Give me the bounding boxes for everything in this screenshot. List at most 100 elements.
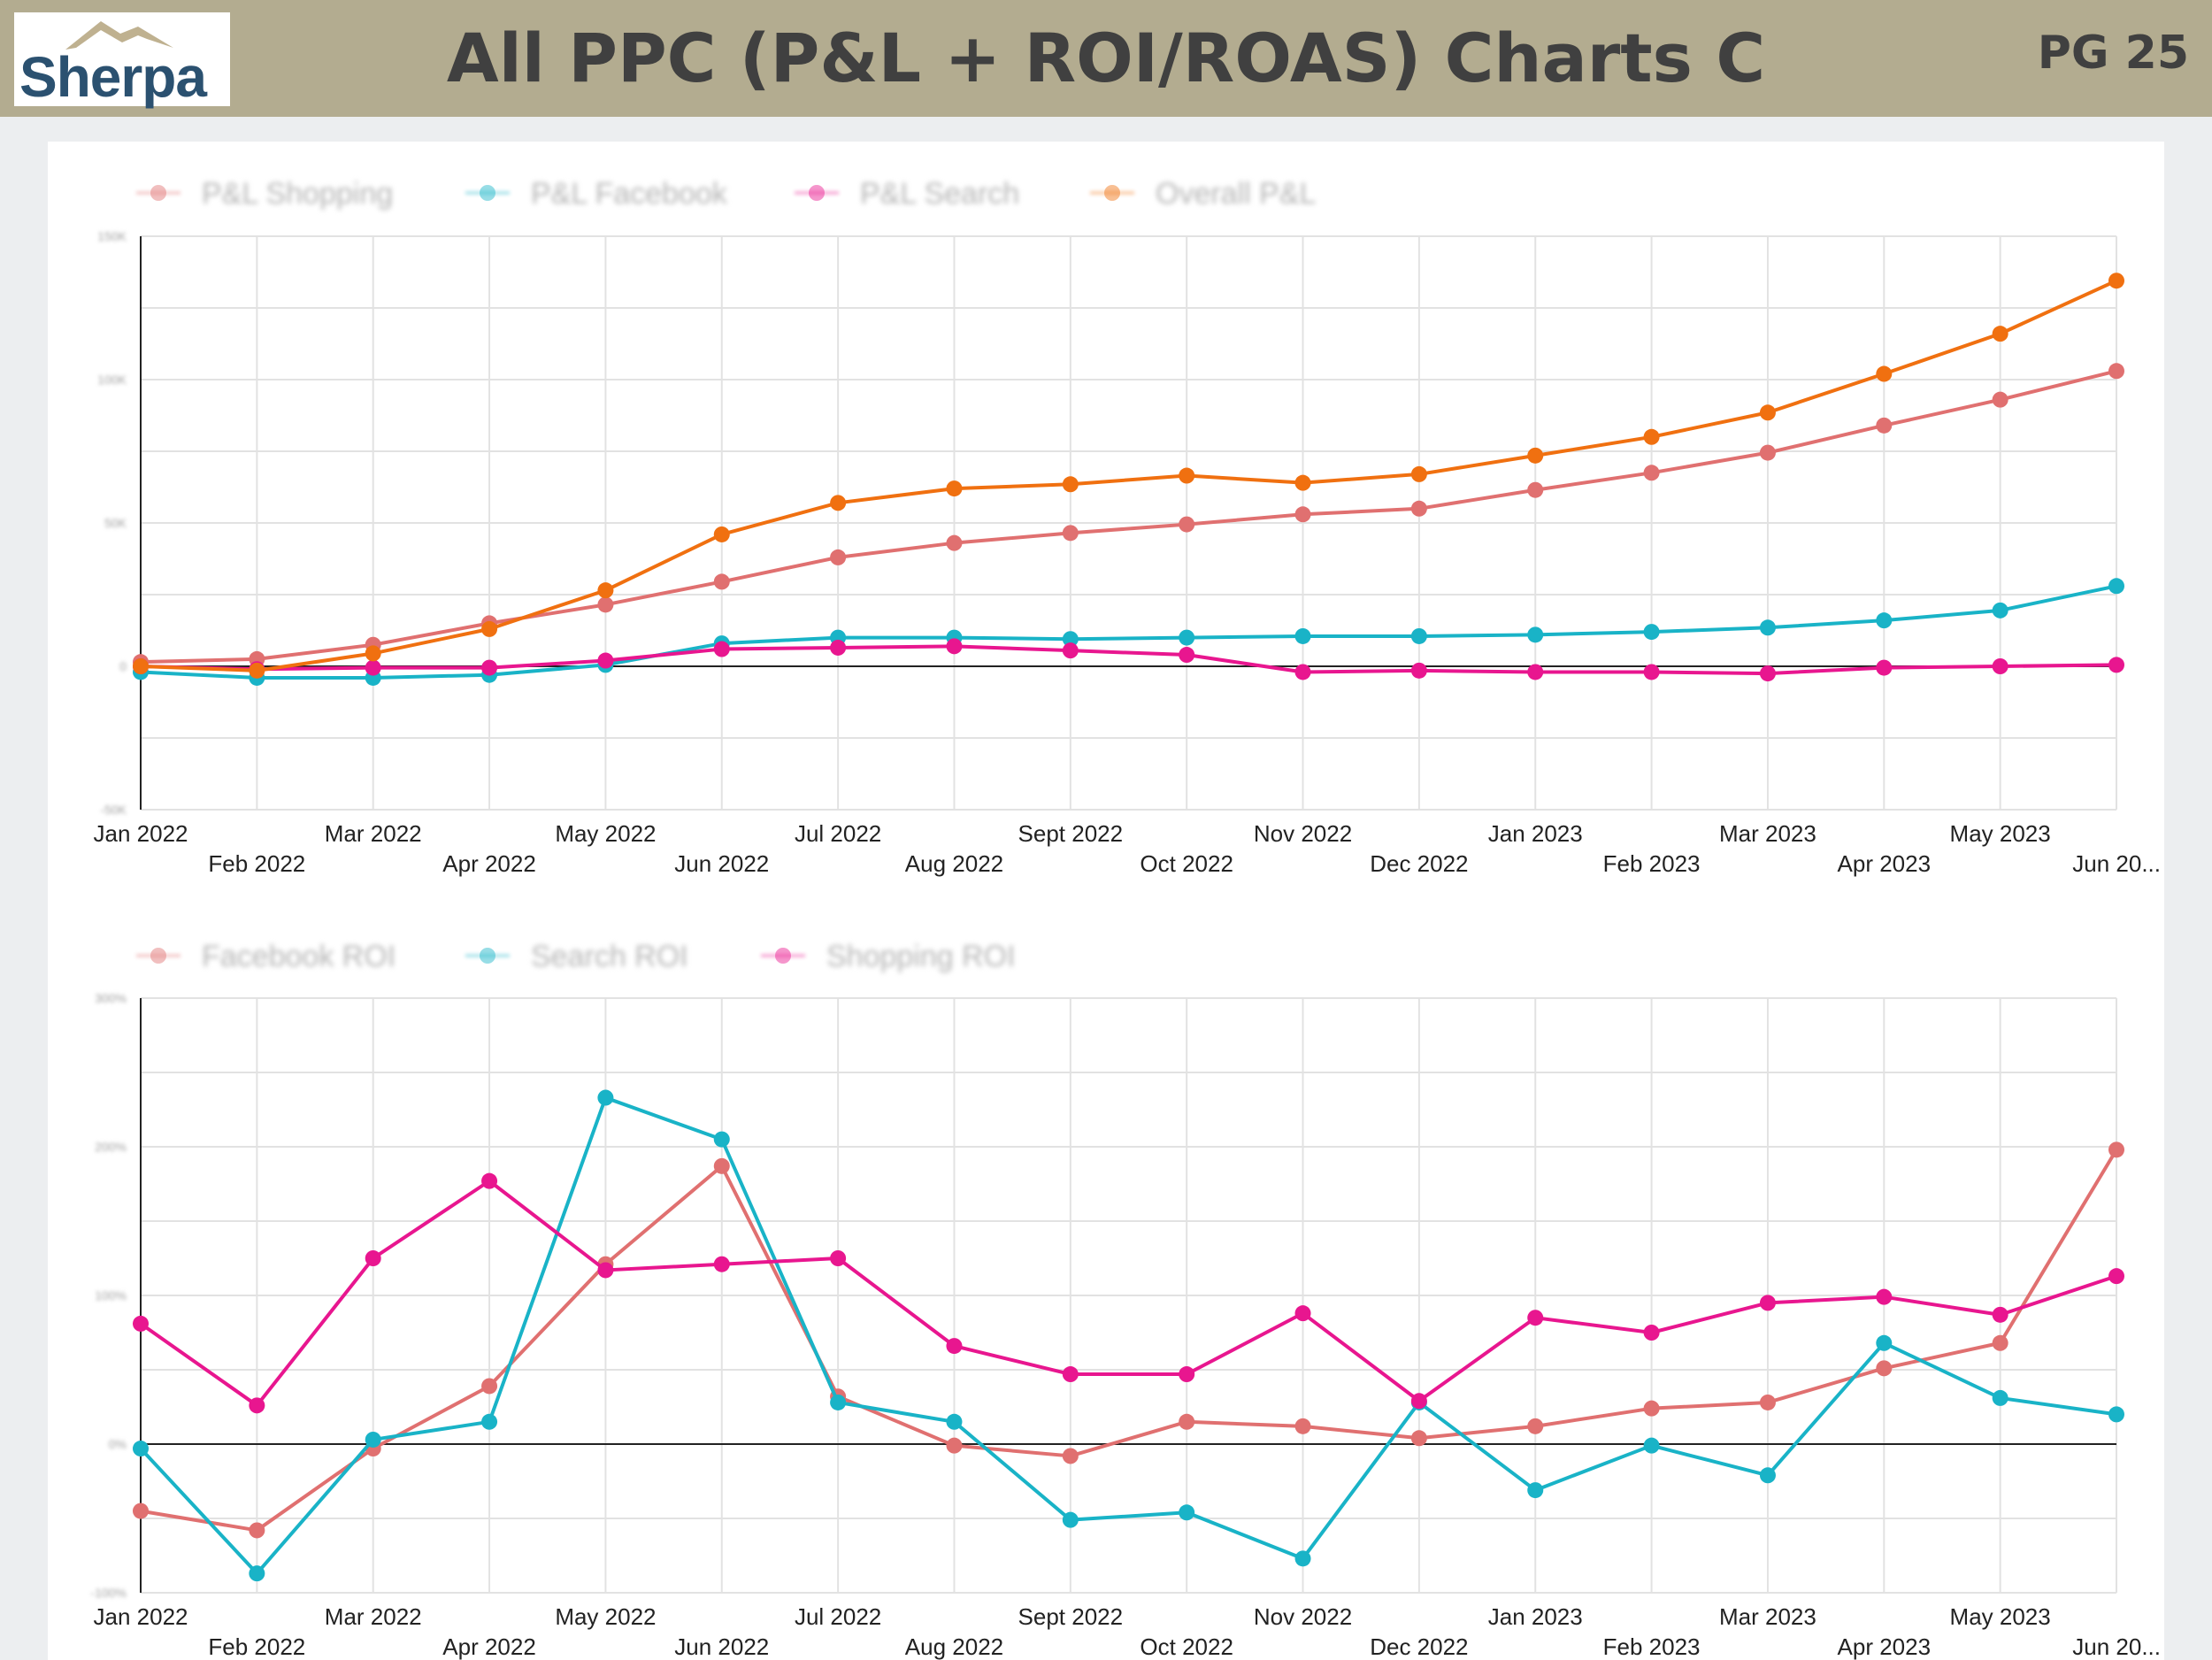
pl-data-point xyxy=(946,638,963,655)
pl-x-tick-label: Jan 2022 xyxy=(94,820,188,847)
roi-data-point xyxy=(1759,1467,1776,1484)
roi-data-point xyxy=(1876,1334,1893,1351)
pl-x-tick-label: Jun 2022 xyxy=(674,850,769,877)
roi-data-point xyxy=(1992,1306,2008,1323)
roi-data-point xyxy=(1759,1295,1776,1311)
pl-data-point xyxy=(481,620,498,637)
roi-data-point xyxy=(2108,1406,2124,1423)
pl-data-point xyxy=(1062,631,1079,648)
logo-text: Sherpa xyxy=(19,45,207,109)
pl-data-point xyxy=(1759,404,1776,421)
pl-data-point xyxy=(1759,444,1776,461)
pl-data-point xyxy=(1179,516,1195,533)
roi-data-point xyxy=(1992,1334,2008,1351)
roi-data-point xyxy=(713,1256,730,1272)
roi-data-point xyxy=(1759,1394,1776,1410)
pl-data-point xyxy=(1062,476,1079,493)
roi-data-point xyxy=(946,1437,963,1454)
pl-data-point xyxy=(1410,500,1427,517)
roi-data-point xyxy=(481,1378,498,1395)
roi-data-point xyxy=(1527,1482,1544,1499)
pl-series-line xyxy=(140,279,2117,672)
roi-data-point xyxy=(1410,1430,1427,1447)
pl-data-point xyxy=(1179,629,1195,646)
pl-legend-label: P&L Shopping xyxy=(202,177,393,211)
pl-data-point xyxy=(365,645,381,662)
pl-data-point xyxy=(1294,664,1311,680)
pl-data-point xyxy=(1294,627,1311,644)
roi-data-point xyxy=(830,1250,847,1266)
roi-data-point xyxy=(1992,1389,2008,1406)
roi-data-point xyxy=(365,1250,381,1266)
pl-line-chart: -50K 0 50K 100K 150K Jan 2022 Feb 2022 Mar 2022… xyxy=(94,177,2161,877)
pl-x-tick-label: Nov 2022 xyxy=(1254,820,1352,847)
roi-data-point xyxy=(1062,1511,1079,1528)
roi-data-point xyxy=(1294,1418,1311,1434)
pl-data-point xyxy=(713,526,730,542)
pl-data-point xyxy=(946,480,963,497)
roi-data-point xyxy=(1643,1437,1660,1454)
pl-y-tick-label: 150K xyxy=(97,229,127,243)
roi-data-point xyxy=(249,1397,265,1414)
mountain-icon xyxy=(65,21,173,50)
pl-legend-label: P&L Facebook xyxy=(531,177,728,211)
roi-x-tick-label: Nov 2022 xyxy=(1254,1603,1352,1630)
pl-data-point xyxy=(1643,428,1660,445)
pl-data-point xyxy=(1876,659,1893,676)
pl-data-point xyxy=(2108,273,2124,289)
pl-legend-label: P&L Search xyxy=(860,177,1019,211)
pl-data-point xyxy=(1876,365,1893,382)
pl-data-point xyxy=(1527,664,1544,680)
pl-data-point xyxy=(1527,481,1544,498)
pl-legend-marker xyxy=(480,185,495,201)
pl-data-point xyxy=(1876,612,1893,629)
roi-data-point xyxy=(713,1131,730,1148)
pl-data-point xyxy=(1992,602,2008,619)
roi-data-point xyxy=(1179,1413,1195,1430)
roi-data-point xyxy=(249,1565,265,1582)
roi-series-line xyxy=(140,1149,2118,1533)
roi-data-point xyxy=(2108,1268,2124,1285)
roi-y-tick-label: 300% xyxy=(95,991,127,1005)
roi-data-point xyxy=(1294,1305,1311,1322)
pl-data-point xyxy=(1062,642,1079,659)
pl-x-tick-label: May 2022 xyxy=(555,820,656,847)
roi-data-point xyxy=(365,1431,381,1448)
pl-data-point xyxy=(1992,391,2008,408)
pl-legend-marker xyxy=(809,185,825,201)
pl-data-point xyxy=(1643,664,1660,680)
roi-data-point xyxy=(481,1413,498,1430)
roi-data-point xyxy=(1179,1366,1195,1383)
pl-data-point xyxy=(1062,525,1079,542)
roi-data-point xyxy=(1527,1310,1544,1326)
pl-data-point xyxy=(1294,506,1311,523)
roi-data-point xyxy=(1643,1325,1660,1341)
roi-data-point xyxy=(946,1338,963,1355)
pl-x-tick-label: Feb 2023 xyxy=(1603,850,1701,877)
pl-data-point xyxy=(1294,474,1311,491)
pl-data-point xyxy=(2108,657,2124,673)
roi-x-tick-label: Jun 20... xyxy=(2072,1633,2161,1660)
pl-series-line xyxy=(140,644,2117,676)
pl-data-point xyxy=(1643,465,1660,481)
roi-data-point xyxy=(1179,1504,1195,1521)
roi-data-point xyxy=(133,1315,149,1332)
roi-y-tick-label: 0% xyxy=(109,1437,127,1451)
pl-data-point xyxy=(597,596,614,613)
pl-y-tick-label: 50K xyxy=(104,516,127,530)
pl-data-point xyxy=(1179,467,1195,484)
pl-data-point xyxy=(2108,363,2124,380)
pl-data-point xyxy=(1410,662,1427,679)
pl-data-point xyxy=(1527,626,1544,643)
roi-x-tick-label: Feb 2023 xyxy=(1603,1633,1701,1660)
roi-x-tick-label: Dec 2022 xyxy=(1370,1633,1468,1660)
pl-data-point xyxy=(830,639,847,656)
pl-data-point xyxy=(597,652,614,669)
roi-data-point xyxy=(1062,1366,1079,1383)
pl-data-point xyxy=(249,662,265,679)
pl-y-tick-label: -50K xyxy=(100,803,127,817)
roi-legend-marker xyxy=(775,948,791,964)
pl-x-tick-label: Mar 2022 xyxy=(325,820,422,847)
roi-data-point xyxy=(2108,1141,2124,1158)
roi-data-point xyxy=(133,1441,149,1457)
